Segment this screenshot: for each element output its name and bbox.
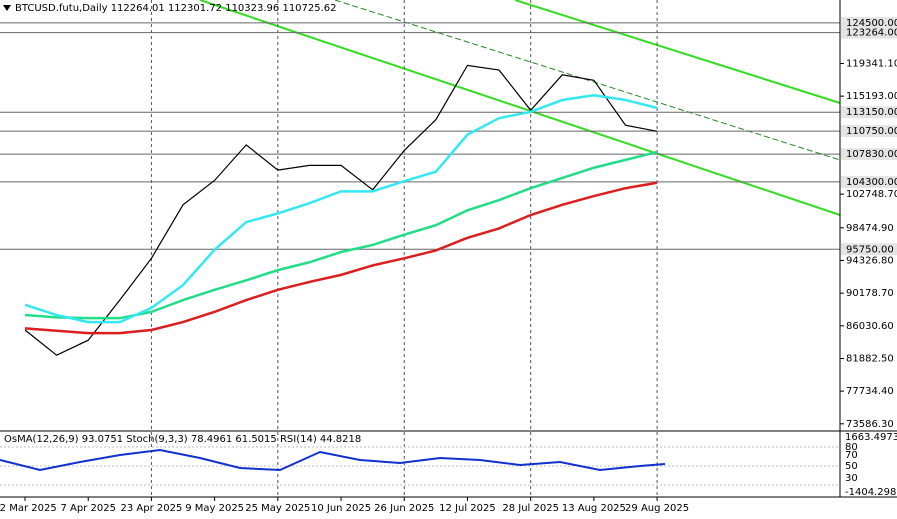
indicator-label: OsMA(12,26,9) 93.0751 Stoch(9,3,3) 78.49… [4, 434, 361, 445]
y-tick-label: 102748.70 [846, 189, 897, 200]
indicator-scale-label: 1663.4973 [845, 432, 897, 443]
y-tick-label: 119341.10 [846, 58, 897, 69]
indicator-scale-label: 80 [845, 442, 858, 453]
trend-line [514, 0, 841, 104]
y-tick-label: 73586.30 [846, 419, 894, 430]
level-box [841, 16, 897, 29]
x-tick-label: 23 Apr 2025 [121, 503, 183, 514]
indicator-line [0, 448, 666, 472]
level-label: 113150.00 [846, 107, 897, 118]
series-line [24, 64, 658, 356]
y-tick-label: 98474.90 [846, 223, 894, 234]
level-box [841, 148, 897, 161]
indicator-scale-label: -1404.2982 [845, 487, 897, 498]
level-box [841, 106, 897, 119]
y-tick-label: 81882.50 [846, 353, 894, 364]
x-tick-label: 12 Jul 2025 [439, 503, 496, 514]
x-tick-label: 22 Mar 2025 [0, 503, 57, 514]
indicator-scale-label: 50 [845, 461, 858, 472]
level-box [841, 125, 897, 138]
series-line [24, 181, 658, 335]
level-label: 107830.00 [846, 149, 897, 160]
indicator-scale-label: 30 [845, 473, 858, 484]
x-tick-label: 13 Aug 2025 [562, 503, 626, 514]
level-box [841, 26, 897, 39]
level-label: 124500.00 [846, 18, 897, 29]
x-tick-label: 29 Aug 2025 [625, 503, 689, 514]
y-tick-label: 90178.70 [846, 288, 894, 299]
x-tick-label: 7 Apr 2025 [60, 503, 115, 514]
level-label: 123264.00 [846, 28, 897, 39]
series-line [24, 94, 658, 324]
level-label: 104300.00 [846, 177, 897, 188]
x-tick-label: 26 Jun 2025 [374, 503, 434, 514]
x-tick-label: 10 Jun 2025 [311, 503, 371, 514]
level-label: 110750.00 [846, 126, 897, 137]
trend-line [334, 0, 841, 161]
chart-title: BTCUSD.futu,Daily 112264.01 112301.72 11… [15, 3, 337, 14]
trend-line [199, 0, 841, 216]
x-tick-label: 9 May 2025 [185, 503, 244, 514]
menu-arrow [3, 5, 11, 11]
indicator-scale-label: 70 [845, 450, 858, 461]
y-tick-label: 86030.60 [846, 321, 894, 332]
x-tick-label: 25 May 2025 [245, 503, 310, 514]
y-tick-label: 77734.40 [846, 386, 894, 397]
y-tick-label: 115193.00 [846, 91, 897, 102]
level-label: 95750.00 [846, 244, 894, 255]
level-box [841, 175, 897, 188]
x-tick-label: 28 Jul 2025 [502, 503, 559, 514]
y-tick-label: 94326.80 [846, 255, 894, 266]
level-box [841, 243, 897, 256]
plot [24, 64, 658, 356]
